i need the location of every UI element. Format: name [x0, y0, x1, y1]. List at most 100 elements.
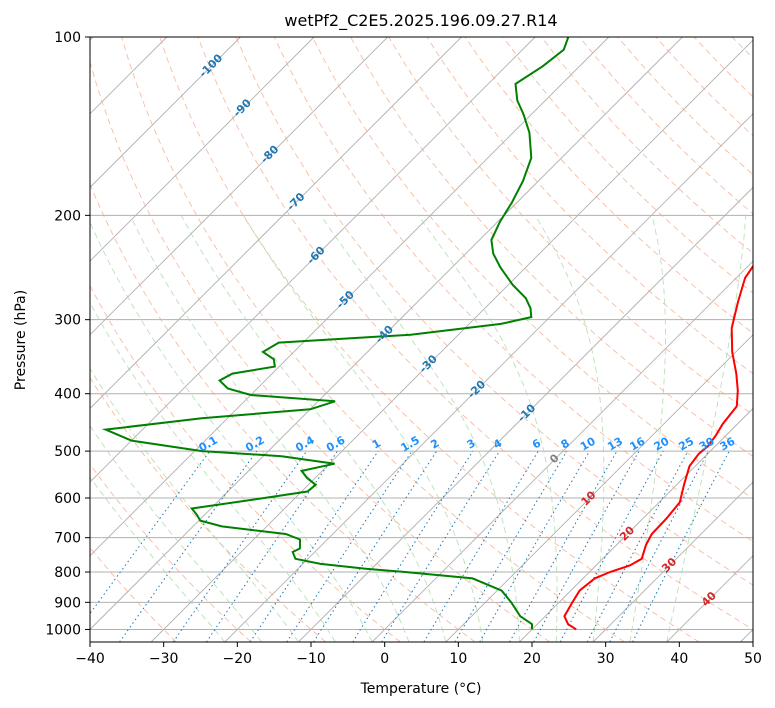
- dry-adiabat: [579, 37, 753, 215]
- y-tick-label: 1000: [45, 622, 81, 638]
- mixing-ratio-line: [286, 450, 413, 642]
- skewed-isotherm: [445, 334, 753, 642]
- moist-adiabat: [534, 215, 605, 642]
- dry-adiabat: [121, 37, 625, 642]
- mixing-ratio-line: [119, 450, 258, 642]
- dry-adiabat: [273, 37, 753, 542]
- dry-adiabat: [159, 37, 700, 642]
- plot-area: [90, 37, 775, 642]
- x-tick-label: 20: [523, 651, 541, 667]
- y-tick-label: 600: [54, 491, 81, 507]
- moist-adiabat: [180, 215, 447, 642]
- mixing-ratio-line: [509, 450, 618, 642]
- chart-title: wetPf2_C2E5.2025.196.09.27.R14: [284, 11, 557, 31]
- mixing-ratio-line: [352, 450, 474, 642]
- y-tick-label: 500: [54, 444, 81, 460]
- x-tick-label: −40: [75, 651, 105, 667]
- x-tick-label: −20: [223, 651, 253, 667]
- mixing-ratio-line: [172, 450, 308, 642]
- isotherm-label: 0: [547, 451, 562, 466]
- x-tick-label: 10: [449, 651, 467, 667]
- x-tick-label: −10: [296, 651, 326, 667]
- x-tick-label: −30: [149, 651, 179, 667]
- y-tick-label: 400: [54, 387, 81, 403]
- y-axis-title: Pressure (hPa): [13, 290, 29, 390]
- mixing-ratio-label: 4: [491, 436, 504, 451]
- skewed-isotherm: [740, 628, 753, 642]
- skewed-isotherm: [666, 555, 753, 642]
- isotherm-label: -100: [197, 51, 226, 80]
- moist-adiabat: [90, 424, 262, 642]
- x-axis-title: Temperature (°C): [360, 681, 482, 697]
- dry-adiabat: [388, 37, 753, 416]
- dry-adiabat: [502, 37, 753, 294]
- skewed-isotherm: [90, 37, 241, 189]
- x-tick-label: 30: [597, 651, 615, 667]
- skewed-isotherm: [90, 37, 389, 336]
- skewed-isotherm: [90, 37, 315, 262]
- y-tick-label: 200: [54, 208, 81, 224]
- mixing-ratio-line: [423, 450, 539, 642]
- dry-adiabat: [312, 37, 753, 500]
- dry-adiabat: [617, 37, 753, 176]
- mixing-ratio-line: [249, 450, 379, 642]
- skewed-isotherm: [90, 37, 610, 557]
- moist-adiabat: [629, 215, 666, 642]
- mixing-ratio-line: [559, 450, 664, 642]
- isotherm-label: 10: [579, 488, 599, 508]
- mixing-ratio-line: [381, 450, 500, 642]
- mixing-ratio-label: 2: [428, 437, 441, 452]
- isotherm-label: -30: [417, 352, 440, 375]
- mixing-ratio-line: [586, 450, 689, 642]
- skewed-isotherm: [592, 481, 753, 642]
- plot-frame: [89, 36, 754, 643]
- moist-adiabat: [90, 301, 336, 642]
- isotherm-label: -90: [231, 96, 254, 119]
- skewed-isotherm: [90, 37, 462, 410]
- dry-adiabat: [90, 463, 252, 642]
- x-tick-label: 50: [744, 651, 762, 667]
- y-tick-label: 100: [54, 30, 81, 46]
- isotherm-label: -40: [373, 322, 396, 345]
- dry-adiabat: [90, 60, 551, 642]
- dry-adiabat: [770, 37, 775, 642]
- isotherm-label: -20: [465, 378, 488, 401]
- dry-adiabat: [655, 37, 753, 137]
- isotherm-label: -70: [284, 190, 307, 213]
- x-tick-label: 40: [670, 651, 688, 667]
- dry-adiabat: [541, 37, 753, 254]
- dry-adiabat: [235, 37, 753, 586]
- moist-adiabat: [129, 215, 410, 642]
- mixing-ratio-line: [632, 450, 730, 642]
- isotherm-label: -10: [515, 401, 538, 424]
- skewed-isotherm: [150, 39, 753, 642]
- dry-adiabat: [197, 37, 753, 630]
- dewpoint-profile: [101, 37, 570, 630]
- isotherm-label: 20: [617, 523, 637, 543]
- skewed-isotherm: [224, 113, 753, 642]
- dry-adiabat: [693, 37, 753, 98]
- moist-adiabat: [320, 215, 520, 642]
- moist-adiabat: [417, 215, 558, 642]
- axes: −40 −30 −20 −10 0 10 20 30 40 5010020030040050060…: [45, 30, 762, 667]
- dry-adiabat: [464, 37, 753, 334]
- skewed-isotherm: [519, 407, 753, 642]
- mixing-ratio-label: 6: [530, 436, 543, 451]
- mixing-ratio-line: [454, 450, 568, 642]
- dry-adiabat: [350, 37, 753, 457]
- y-tick-label: 300: [54, 313, 81, 329]
- plot-labels: 0.1 0.2 0.4 0.6 1 1.5 2 3 4 6 8 10 13 16 20 25 30 36-100-…: [196, 51, 737, 609]
- mixing-ratio-line: [313, 450, 438, 642]
- temperature-profile: [563, 264, 753, 631]
- moist-adiabat: [666, 215, 747, 642]
- skewed-isotherm: [90, 37, 536, 483]
- x-tick-label: 0: [380, 651, 389, 667]
- y-tick-label: 800: [54, 565, 81, 581]
- moist-adiabat: [90, 221, 373, 642]
- isotherm-label: 40: [699, 589, 719, 609]
- dry-adiabat: [90, 183, 476, 642]
- mixing-ratio-line: [205, 450, 338, 642]
- isotherm-label: -80: [258, 142, 281, 165]
- moist-adiabat: [90, 476, 226, 642]
